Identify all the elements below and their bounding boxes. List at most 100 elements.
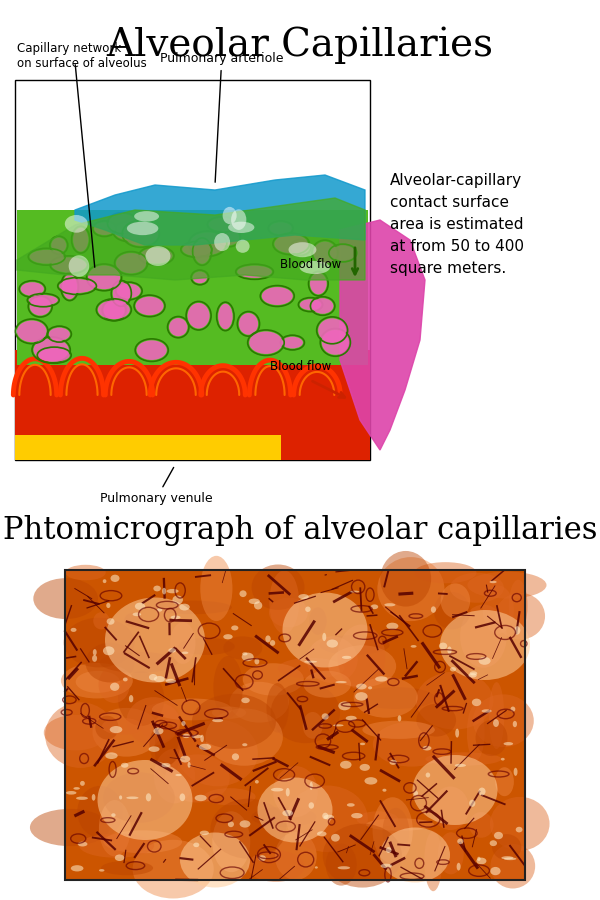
- Ellipse shape: [139, 703, 180, 742]
- Ellipse shape: [302, 712, 323, 739]
- Ellipse shape: [490, 580, 497, 583]
- Ellipse shape: [249, 331, 283, 354]
- Ellipse shape: [289, 242, 316, 257]
- Ellipse shape: [162, 588, 166, 595]
- Polygon shape: [340, 220, 425, 450]
- Ellipse shape: [180, 756, 190, 762]
- Ellipse shape: [133, 840, 214, 898]
- Ellipse shape: [282, 337, 303, 348]
- Ellipse shape: [177, 720, 258, 787]
- Ellipse shape: [432, 787, 469, 830]
- Ellipse shape: [228, 221, 254, 233]
- Ellipse shape: [179, 604, 190, 610]
- Ellipse shape: [326, 843, 357, 886]
- Ellipse shape: [115, 854, 124, 861]
- Ellipse shape: [200, 734, 204, 742]
- Ellipse shape: [425, 772, 430, 778]
- Ellipse shape: [308, 802, 314, 809]
- Ellipse shape: [362, 721, 435, 739]
- Ellipse shape: [44, 715, 107, 751]
- Ellipse shape: [318, 319, 346, 342]
- Ellipse shape: [482, 586, 514, 634]
- Ellipse shape: [251, 807, 316, 827]
- Ellipse shape: [97, 760, 193, 840]
- Ellipse shape: [79, 833, 154, 858]
- Ellipse shape: [76, 670, 120, 693]
- Ellipse shape: [121, 763, 128, 768]
- Ellipse shape: [414, 791, 418, 796]
- Ellipse shape: [273, 766, 318, 817]
- Ellipse shape: [440, 610, 530, 680]
- Ellipse shape: [375, 676, 388, 681]
- Ellipse shape: [373, 797, 413, 864]
- Ellipse shape: [490, 844, 535, 888]
- Ellipse shape: [304, 661, 317, 662]
- Ellipse shape: [166, 679, 176, 683]
- Ellipse shape: [322, 330, 349, 355]
- Ellipse shape: [106, 603, 110, 608]
- Ellipse shape: [194, 795, 206, 801]
- Text: Pulmonary arteriole: Pulmonary arteriole: [160, 52, 284, 182]
- Ellipse shape: [467, 572, 547, 598]
- Ellipse shape: [254, 658, 259, 664]
- Ellipse shape: [45, 702, 116, 768]
- Ellipse shape: [212, 811, 250, 872]
- Ellipse shape: [180, 832, 250, 887]
- Ellipse shape: [182, 734, 190, 738]
- Ellipse shape: [136, 297, 163, 315]
- Ellipse shape: [231, 626, 238, 630]
- Ellipse shape: [116, 253, 146, 274]
- Ellipse shape: [17, 320, 47, 342]
- Ellipse shape: [455, 729, 459, 738]
- Ellipse shape: [312, 298, 334, 314]
- Ellipse shape: [73, 228, 88, 252]
- Ellipse shape: [413, 755, 497, 825]
- Ellipse shape: [110, 683, 119, 691]
- Ellipse shape: [495, 767, 514, 796]
- Ellipse shape: [373, 722, 451, 767]
- Ellipse shape: [490, 796, 550, 850]
- Ellipse shape: [270, 640, 275, 646]
- Ellipse shape: [342, 656, 352, 659]
- Ellipse shape: [496, 593, 545, 640]
- Ellipse shape: [320, 635, 389, 655]
- Ellipse shape: [283, 592, 367, 668]
- Ellipse shape: [241, 698, 250, 703]
- Ellipse shape: [356, 687, 435, 709]
- Ellipse shape: [99, 800, 131, 857]
- Ellipse shape: [438, 832, 464, 874]
- Ellipse shape: [516, 827, 523, 832]
- Ellipse shape: [218, 303, 233, 329]
- Ellipse shape: [309, 608, 326, 634]
- Ellipse shape: [61, 663, 133, 698]
- Ellipse shape: [154, 727, 163, 734]
- Ellipse shape: [490, 867, 500, 875]
- Ellipse shape: [514, 626, 520, 634]
- Ellipse shape: [335, 681, 347, 683]
- Ellipse shape: [93, 612, 110, 629]
- Ellipse shape: [337, 625, 385, 690]
- Ellipse shape: [101, 860, 153, 875]
- Ellipse shape: [137, 340, 167, 360]
- Ellipse shape: [66, 791, 76, 795]
- Ellipse shape: [380, 827, 450, 883]
- Ellipse shape: [469, 673, 477, 678]
- Ellipse shape: [218, 230, 239, 246]
- Ellipse shape: [29, 295, 58, 305]
- Ellipse shape: [153, 600, 232, 614]
- Ellipse shape: [377, 557, 445, 621]
- Ellipse shape: [231, 210, 247, 230]
- Ellipse shape: [511, 706, 515, 712]
- Ellipse shape: [266, 683, 289, 733]
- Ellipse shape: [514, 768, 518, 776]
- Ellipse shape: [331, 246, 355, 260]
- Ellipse shape: [469, 812, 494, 838]
- Ellipse shape: [477, 857, 481, 861]
- Ellipse shape: [124, 221, 158, 246]
- Ellipse shape: [34, 338, 69, 362]
- Ellipse shape: [223, 207, 236, 224]
- Ellipse shape: [416, 704, 456, 736]
- Ellipse shape: [448, 646, 452, 654]
- Text: Alveolar Capillaries: Alveolar Capillaries: [107, 26, 493, 64]
- Ellipse shape: [193, 842, 199, 847]
